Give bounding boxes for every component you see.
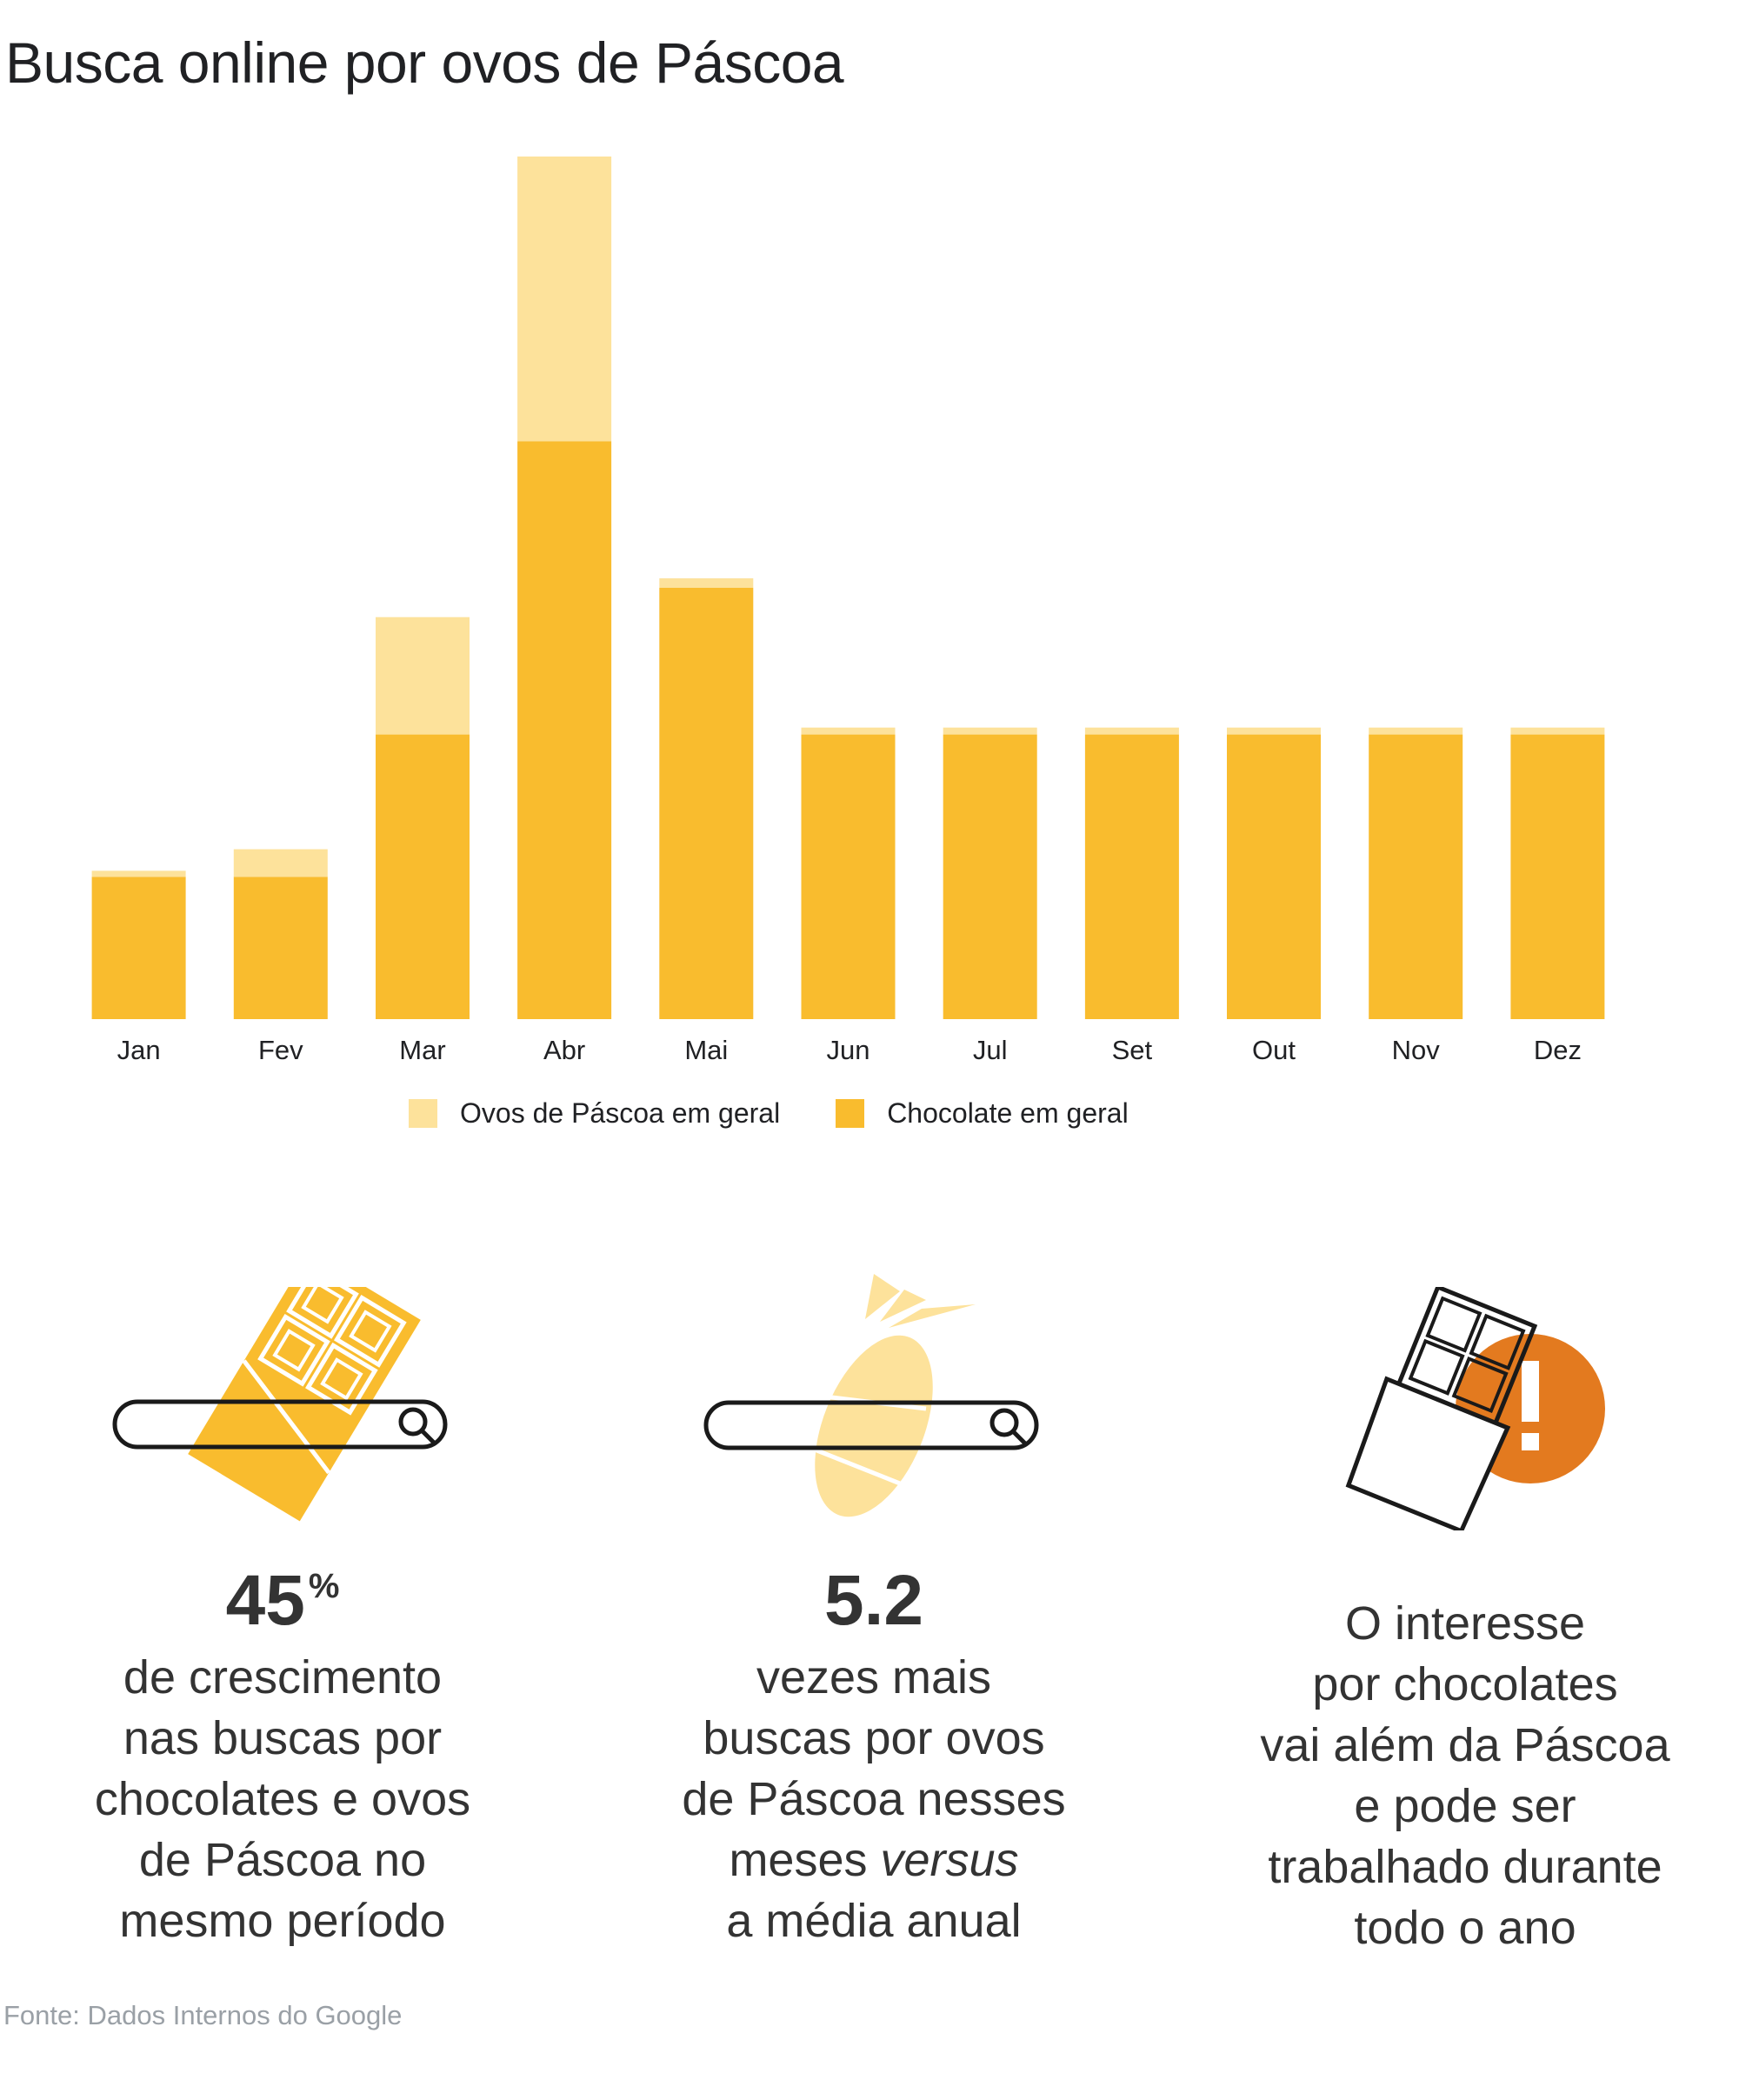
stat-times-line: a média anual bbox=[726, 1895, 1022, 1947]
stacked-bar-chart: Jan Fev Mar Abr Mai Jun Jul Set Out Nov Dez bbox=[91, 157, 1605, 1065]
x-tick-label: Dez bbox=[1534, 1035, 1582, 1065]
stat-growth-line: mesmo período bbox=[119, 1895, 446, 1947]
source-note: Fonte: Dados Internos do Google bbox=[3, 2000, 403, 2030]
stat-interest-line: trabalhado durante bbox=[1268, 1841, 1662, 1893]
stat-growth-line: de crescimento bbox=[123, 1651, 443, 1703]
x-tick-label: Jan bbox=[117, 1035, 161, 1065]
bar-ovos-set bbox=[1084, 727, 1179, 735]
stat-growth: 45% de crescimento nas buscas por chocol… bbox=[13, 1565, 552, 1951]
easter-egg-search-icon bbox=[703, 1274, 1039, 1517]
stat-interest-description: O interesse por chocolates vai além da P… bbox=[1196, 1593, 1735, 1958]
bar-chocolate-dez bbox=[1510, 734, 1605, 1019]
bar-chocolate-mar bbox=[376, 734, 470, 1019]
stat-growth-line: nas buscas por bbox=[123, 1712, 443, 1764]
legend-item-chocolate: Chocolate em geral bbox=[836, 1097, 1129, 1130]
bar-ovos-jul bbox=[943, 727, 1037, 735]
bar-chocolate-nov bbox=[1369, 734, 1463, 1019]
stat-interest-line: O interesse bbox=[1344, 1597, 1586, 1650]
stat-times-description: vezes mais buscas por ovos de Páscoa nes… bbox=[604, 1647, 1143, 1951]
x-tick-label: Mai bbox=[684, 1035, 728, 1065]
x-tick-label: Nov bbox=[1392, 1035, 1441, 1065]
stat-times-line: buscas por ovos bbox=[703, 1712, 1045, 1764]
stat-interest-line: por chocolates bbox=[1312, 1658, 1618, 1710]
bar-chocolate-jul bbox=[943, 734, 1037, 1019]
legend-label-chocolate: Chocolate em geral bbox=[887, 1097, 1129, 1129]
stat-times-meses: meses bbox=[729, 1834, 881, 1886]
bar-ovos-nov bbox=[1369, 727, 1463, 735]
bar-chocolate-jun bbox=[801, 734, 896, 1019]
chocolate-alert-icon bbox=[1345, 1287, 1605, 1530]
legend-swatch-chocolate bbox=[836, 1099, 865, 1128]
bar-ovos-jan bbox=[91, 870, 186, 877]
bar-ovos-jun bbox=[801, 727, 896, 735]
bar-ovos-fev bbox=[233, 849, 328, 877]
x-tick-label: Fev bbox=[258, 1035, 303, 1065]
x-tick-label: Jul bbox=[973, 1035, 1008, 1065]
legend-item-ovos: Ovos de Páscoa em geral bbox=[409, 1097, 780, 1130]
chocolate-bar-search-icon bbox=[112, 1287, 448, 1522]
bar-chocolate-out bbox=[1227, 734, 1321, 1019]
stat-interest-line: todo o ano bbox=[1354, 1902, 1576, 1954]
bar-chocolate-fev bbox=[233, 877, 328, 1019]
bar-ovos-abr bbox=[517, 157, 612, 442]
bar-chocolate-set bbox=[1084, 734, 1179, 1019]
stat-interest-line: e pode ser bbox=[1354, 1780, 1576, 1832]
bar-chocolate-abr bbox=[517, 441, 612, 1019]
stat-growth-line: de Páscoa no bbox=[138, 1834, 427, 1886]
stat-times-versus: versus bbox=[880, 1834, 1019, 1886]
stat-interest: O interesse por chocolates vai além da P… bbox=[1196, 1583, 1735, 1958]
bar-chocolate-jan bbox=[91, 877, 186, 1019]
legend-label-ovos: Ovos de Páscoa em geral bbox=[460, 1097, 781, 1129]
bar-ovos-mai bbox=[659, 578, 754, 588]
chart-legend: Ovos de Páscoa em geral Chocolate em ger… bbox=[409, 1097, 1184, 1130]
stat-growth-number: 45 bbox=[225, 1561, 305, 1640]
chart-title: Busca online por ovos de Páscoa bbox=[5, 30, 844, 95]
bar-ovos-out bbox=[1227, 727, 1321, 735]
stat-growth-description: de crescimento nas buscas por chocolates… bbox=[13, 1647, 552, 1951]
stat-growth-value: 45% bbox=[226, 1565, 340, 1637]
stat-times-value: 5.2 bbox=[824, 1561, 923, 1640]
legend-swatch-ovos bbox=[409, 1099, 437, 1128]
x-tick-label: Out bbox=[1252, 1035, 1296, 1065]
stat-growth-line: chocolates e ovos bbox=[94, 1773, 471, 1825]
stat-times-line: meses versus bbox=[604, 1830, 1143, 1890]
stat-growth-unit: % bbox=[308, 1567, 340, 1605]
bar-ovos-mar bbox=[376, 617, 470, 735]
x-tick-label: Jun bbox=[827, 1035, 870, 1065]
stat-times-line: vezes mais bbox=[756, 1651, 992, 1703]
bar-chocolate-mai bbox=[659, 588, 754, 1019]
stat-times-line: de Páscoa nesses bbox=[682, 1773, 1066, 1825]
x-tick-label: Mar bbox=[399, 1035, 445, 1065]
stat-times: 5.2 vezes mais buscas por ovos de Páscoa… bbox=[604, 1565, 1143, 1951]
x-tick-label: Set bbox=[1112, 1035, 1153, 1065]
stat-interest-line: vai além da Páscoa bbox=[1260, 1719, 1670, 1771]
bar-ovos-dez bbox=[1510, 727, 1605, 735]
x-tick-label: Abr bbox=[543, 1035, 585, 1065]
